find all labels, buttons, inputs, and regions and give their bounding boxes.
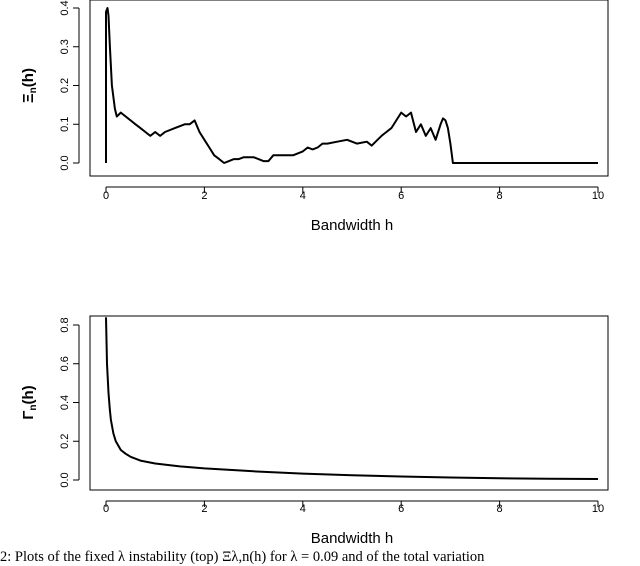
chart1-plot-frame (89, 0, 609, 177)
chart2-series-line-1 (105, 317, 599, 480)
chart1-x-tick-label: 10 (592, 190, 604, 202)
chart2-x-tick-label: 8 (497, 503, 503, 515)
chart2-y-tick-label: 0.8 (59, 317, 71, 332)
chart1-x-tick-label: 6 (398, 190, 404, 202)
chart1-series-line-1 (105, 7, 598, 164)
chart2-y-tick-label: 0.0 (59, 472, 71, 487)
chart2-y-axis-label: Γn(h) (20, 385, 39, 419)
chart1-y-axis-label: Ξn(h) (20, 68, 39, 103)
chart2-y-tick-label: 0.4 (59, 395, 71, 410)
chart2-x-tick-label: 10 (592, 503, 604, 515)
chart1-x-tick-label: 2 (201, 190, 207, 202)
chart1-y-tick-label: 0.0 (59, 155, 71, 170)
chart1-y-tick-label: 0.2 (59, 78, 71, 93)
figure-caption: 2: Plots of the fixed λ instability (top… (0, 549, 485, 565)
chart1-y-tick-label: 0.3 (59, 39, 71, 54)
chart1-x-tick-label: 4 (300, 190, 306, 202)
chart2-x-tick-label: 0 (103, 503, 109, 515)
chart1-x-tick-label: 0 (103, 190, 109, 202)
chart1-x-tick-label: 8 (497, 190, 503, 202)
chart2-x-axis-label: Bandwidth h (311, 530, 394, 547)
chart1-x-axis-label: Bandwidth h (311, 217, 394, 234)
chart2-plot-frame (89, 315, 609, 491)
chart2-y-tick-label: 0.6 (59, 356, 71, 371)
chart2-x-tick-label: 6 (398, 503, 404, 515)
chart1-y-tick-label: 0.1 (59, 117, 71, 132)
chart2-x-tick-label: 4 (300, 503, 306, 515)
charts-figure: 0 2 4 6 8 10 Bandwidth h 0.0 0.1 0.2 0.3 0.4 Ξn(h) 0 2… (20, 0, 609, 547)
chart2-x-tick-label: 2 (201, 503, 207, 515)
chart1-y-tick-label: 0.4 (59, 0, 71, 15)
chart2-y-tick-label: 0.2 (59, 434, 71, 449)
